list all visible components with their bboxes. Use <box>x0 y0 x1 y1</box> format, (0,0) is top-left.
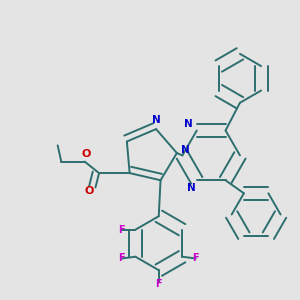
Text: N: N <box>187 183 196 193</box>
Text: N: N <box>182 145 190 155</box>
Text: F: F <box>155 279 162 289</box>
Text: F: F <box>118 254 125 263</box>
Text: O: O <box>81 149 90 159</box>
Text: N: N <box>152 115 161 125</box>
Text: F: F <box>118 225 125 235</box>
Text: N: N <box>184 119 193 129</box>
Text: F: F <box>193 254 199 263</box>
Text: O: O <box>84 186 94 196</box>
